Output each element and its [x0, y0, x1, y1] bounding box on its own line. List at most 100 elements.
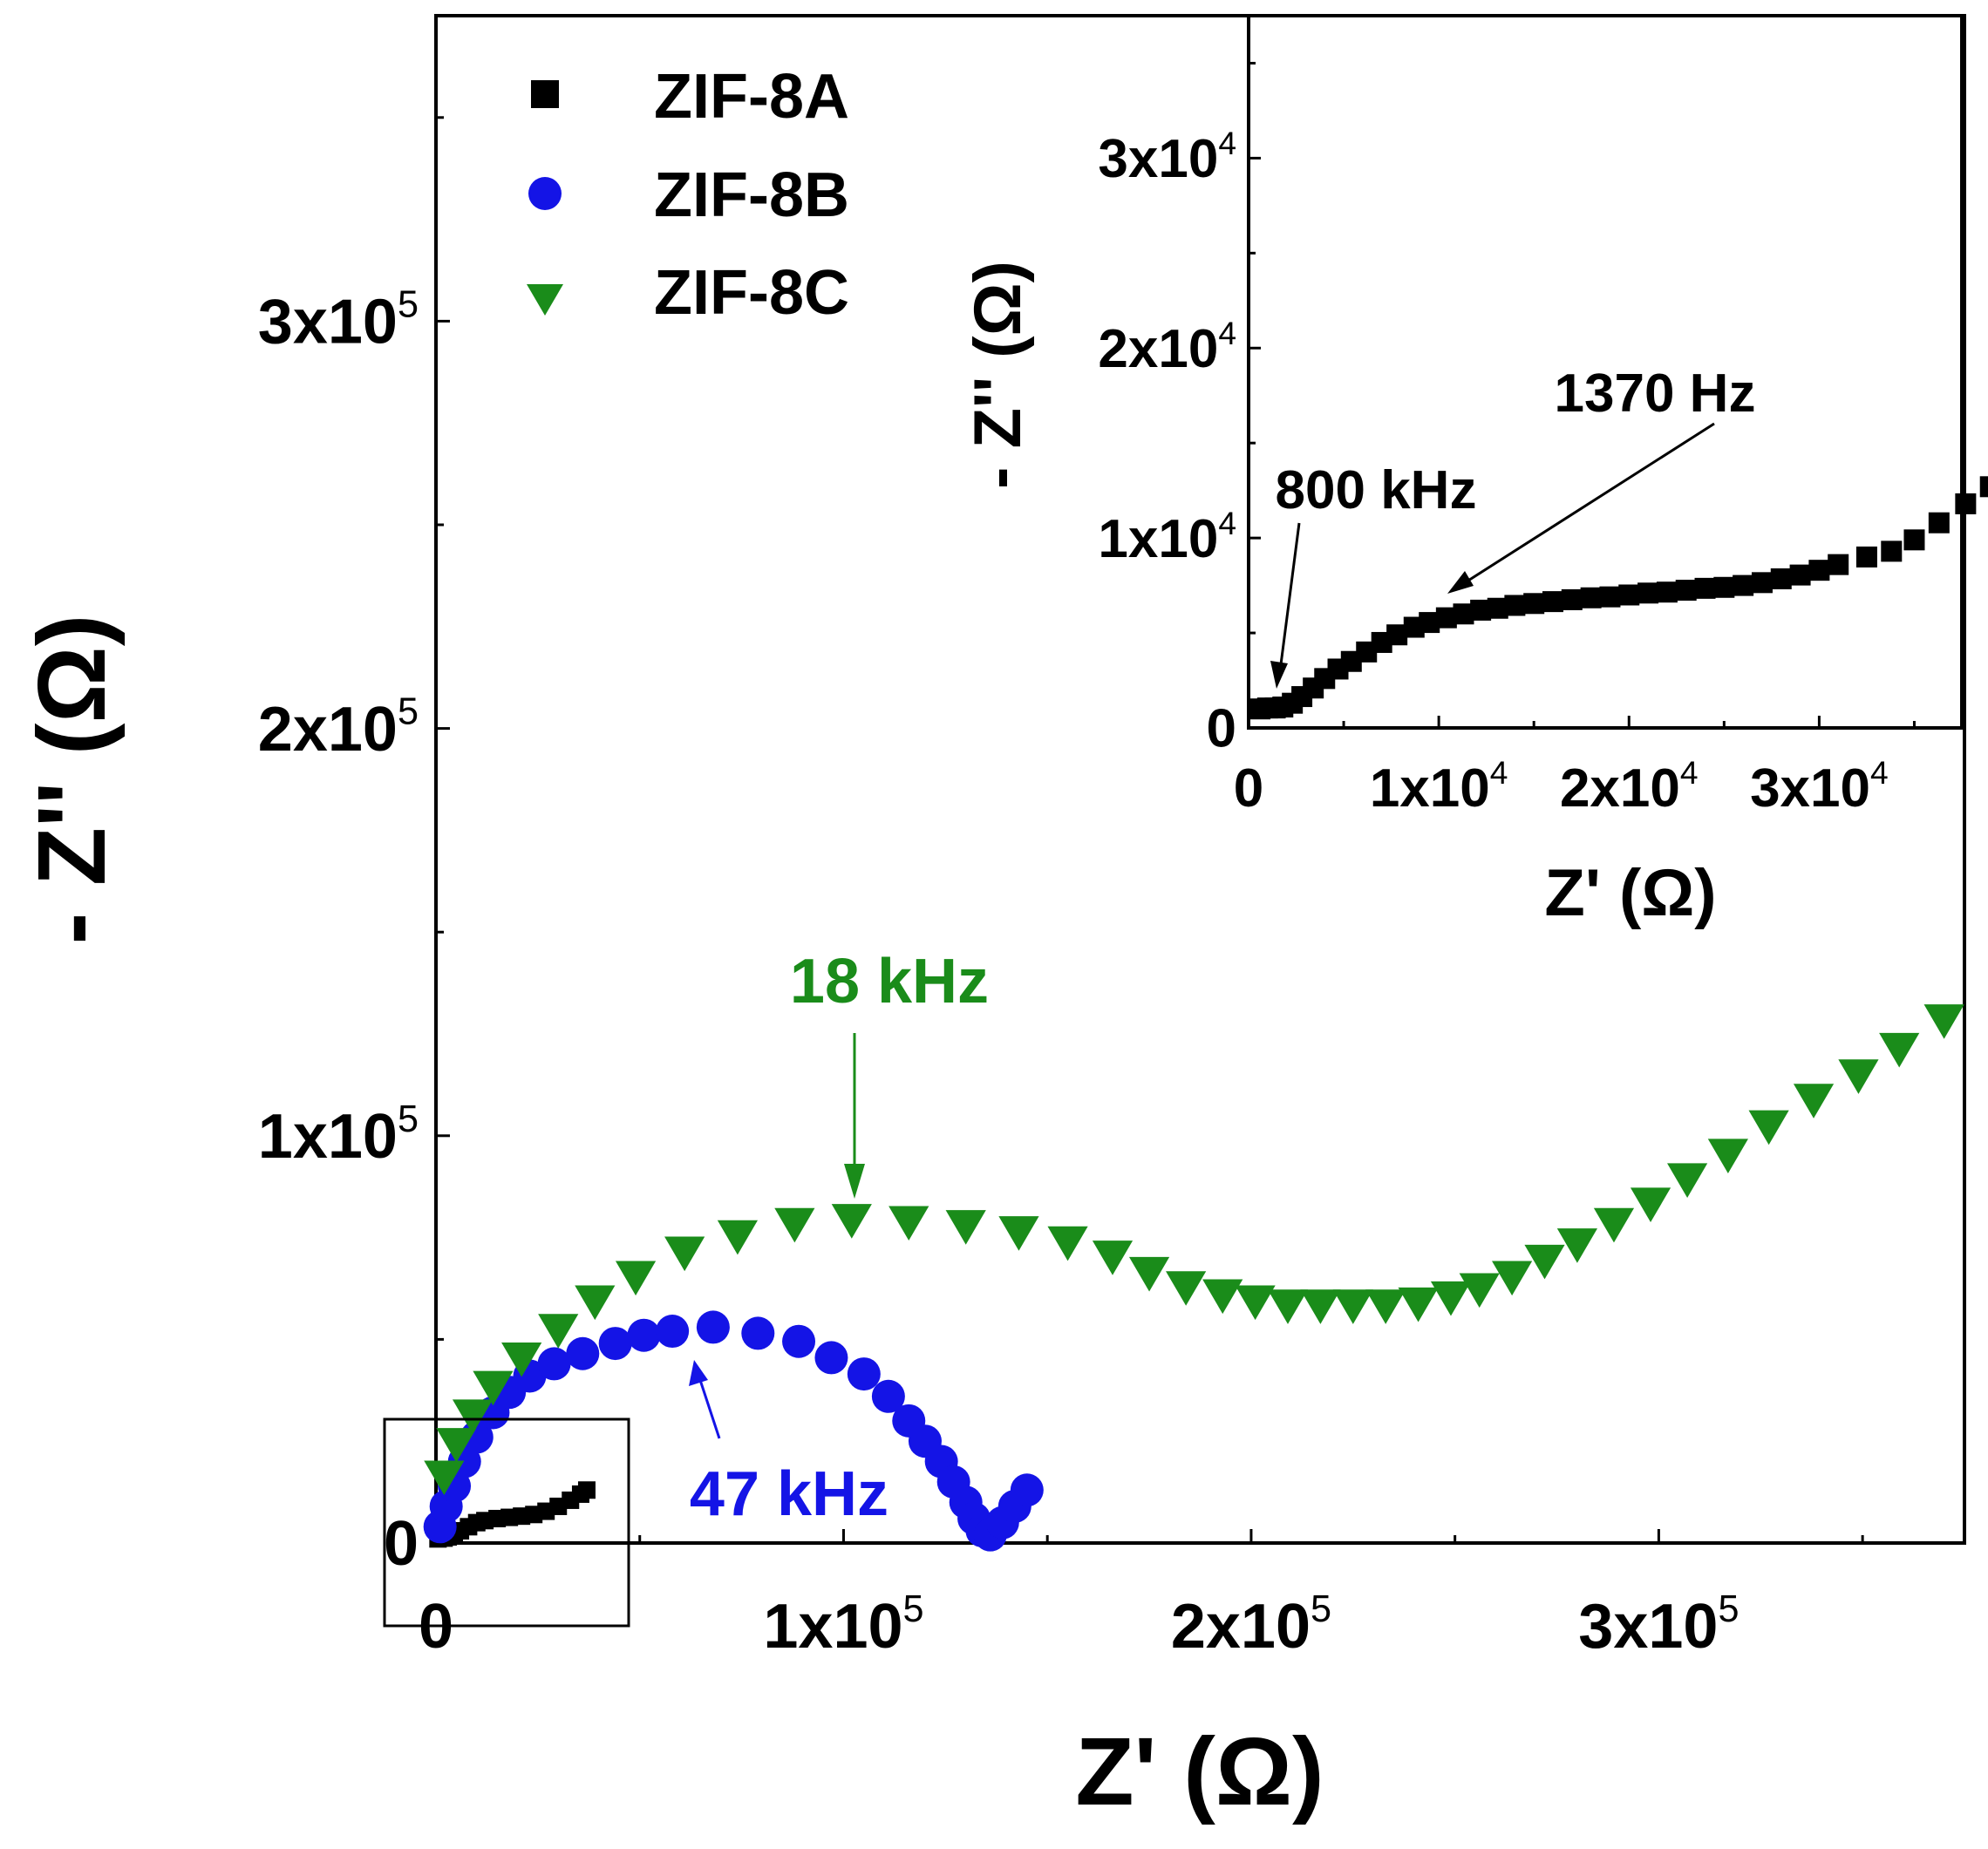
legend-label-zif-8c: ZIF-8C [654, 258, 849, 328]
main-point-zif-8c [473, 1370, 514, 1406]
main-point-zif-8c [1235, 1285, 1276, 1321]
main-point-zif-8c [1128, 1256, 1170, 1292]
inset-point-zif-8a [1637, 582, 1659, 604]
main-x-tick-label-3-mantissa: 3x10 [1578, 1592, 1718, 1662]
inset-x-tick-label-3-exponent: 4 [1870, 754, 1889, 791]
annotation-800khz-arrow [1278, 522, 1301, 672]
annotation-18khz: 18 kHz [790, 947, 989, 1199]
inset-point-zif-8a [1770, 568, 1792, 589]
main-point-zif-8c [1593, 1207, 1635, 1243]
main-point-zif-8b [656, 1315, 690, 1349]
inset-y-tick-label-2: 2x104 [1098, 315, 1236, 379]
main-point-zif-8c [436, 1428, 477, 1463]
main-point-zif-8c [1492, 1261, 1533, 1296]
inset-point-zif-8a [1881, 540, 1903, 562]
main-point-zif-8c [1748, 1110, 1789, 1145]
inset-point-zif-8a [1542, 591, 1564, 613]
legend-label-zif-8b: ZIF-8B [654, 160, 849, 230]
main-y-tick-label-1-mantissa: 1x10 [258, 1102, 398, 1172]
inset-axis-ticks [1247, 61, 1916, 730]
main-point-zif-8c [1202, 1279, 1243, 1315]
inset-x-tick-label-2-exponent: 4 [1680, 754, 1699, 791]
main-point-zif-8c [1267, 1289, 1309, 1324]
main-point-zif-8c [1332, 1289, 1373, 1324]
main-x-tick-label-1: 1x105 [763, 1588, 923, 1662]
main-x-tick-label-3-exponent: 5 [1718, 1588, 1739, 1630]
annotation-18khz-label: 18 kHz [790, 947, 989, 1016]
main-x-tick-label-2-mantissa: 2x10 [1171, 1592, 1311, 1662]
legend: ZIF-8A ZIF-8B ZIF-8C [527, 62, 849, 328]
main-point-zif-8c [424, 1460, 465, 1496]
main-series-zif-8c [424, 1004, 1964, 1496]
main-y-tick-label-3-exponent: 5 [398, 283, 419, 325]
main-x-axis-label: Z' (Ω) [1075, 1718, 1324, 1825]
inset-point-zif-8a [1855, 546, 1877, 568]
main-y-tick-label-2: 2x105 [258, 691, 419, 765]
main-point-zif-8c [717, 1220, 759, 1255]
main-point-zif-8c [452, 1399, 494, 1434]
inset-point-zif-8a [1656, 581, 1678, 603]
main-point-zif-8b [537, 1347, 571, 1381]
inset-point-zif-8a [1523, 593, 1545, 615]
inset-point-zif-8a [1979, 476, 1988, 498]
inset-y-tick-label-1-mantissa: 1x10 [1098, 509, 1218, 569]
inset-x-tick-label-0-mantissa: 0 [1234, 758, 1263, 819]
inset-point-zif-8a [1828, 554, 1849, 575]
main-x-tick-label-3: 3x105 [1578, 1588, 1739, 1662]
main-point-zif-8b [598, 1327, 632, 1361]
legend-label-zif-8a: ZIF-8A [654, 62, 849, 132]
main-y-tick-label-0: 0 [384, 1509, 419, 1579]
main-point-zif-8c [888, 1206, 929, 1241]
main-point-zif-8c [615, 1261, 657, 1296]
annotation-47khz-arrowhead [689, 1360, 708, 1386]
inset-point-zif-8a [1580, 587, 1602, 608]
main-point-zif-8c [575, 1285, 616, 1321]
annotation-1370hz-arrow [1460, 422, 1715, 587]
main-point-zif-8c [538, 1314, 579, 1349]
legend-marker-zif-8b [528, 177, 562, 210]
inset-y-tick-label-2-exponent: 4 [1218, 315, 1236, 351]
main-y-tick-label-0-mantissa: 0 [384, 1509, 419, 1579]
inset-point-zif-8a [1751, 572, 1773, 594]
inset-x-tick-label-2-mantissa: 2x10 [1560, 758, 1680, 819]
inset-y-tick-label-1: 1x104 [1098, 505, 1236, 569]
main-y-tick-label-3-mantissa: 3x10 [258, 288, 398, 357]
annotation-1370hz-arrowhead [1447, 571, 1474, 594]
main-point-zif-8c [1667, 1163, 1708, 1198]
inset-x-tick-label-1-exponent: 4 [1490, 754, 1508, 791]
inset-point-zif-8a [1808, 560, 1830, 581]
main-point-zif-8b [627, 1318, 661, 1352]
main-y-tick-label-2-mantissa: 2x10 [258, 695, 398, 765]
legend-marker-zif-8c [527, 284, 563, 316]
main-point-zif-8b [847, 1357, 881, 1391]
annotation-1370hz-label: 1370 Hz [1555, 364, 1756, 424]
main-point-zif-8c [1459, 1273, 1500, 1309]
main-point-zif-8c [998, 1216, 1039, 1251]
main-point-zif-8b [782, 1324, 816, 1358]
inset-x-tick-label-2: 2x104 [1560, 754, 1699, 819]
inset-series-zif-8a [1249, 476, 1988, 720]
main-x-tick-label-1-mantissa: 1x10 [763, 1592, 902, 1662]
inset-point-zif-8a [1561, 588, 1583, 610]
main-point-zif-8b [814, 1341, 848, 1375]
main-point-zif-8c [774, 1207, 815, 1243]
main-y-axis-label: - Z'' (Ω) [18, 615, 126, 945]
main-x-tick-label-2: 2x105 [1171, 1588, 1331, 1662]
main-plot-frame [434, 14, 1966, 1545]
inset-x-tick-label-3-mantissa: 3x10 [1750, 758, 1870, 819]
main-series-zif-8b [423, 1310, 1044, 1552]
annotation-18khz-arrowhead [844, 1164, 865, 1199]
inset-point-zif-8a [1955, 493, 1977, 514]
annotation-800khz-label: 800 kHz [1276, 460, 1477, 520]
inset-y-tick-label-3: 3x104 [1098, 125, 1236, 189]
inset-plot-frame [1247, 14, 1964, 730]
inset-y-tick-label-0-mantissa: 0 [1207, 699, 1236, 759]
main-point-zif-8c [1556, 1228, 1598, 1263]
main-point-zif-8c [1166, 1271, 1207, 1306]
inset-point-zif-8a [1713, 576, 1735, 598]
main-point-zif-8c [1430, 1281, 1472, 1316]
